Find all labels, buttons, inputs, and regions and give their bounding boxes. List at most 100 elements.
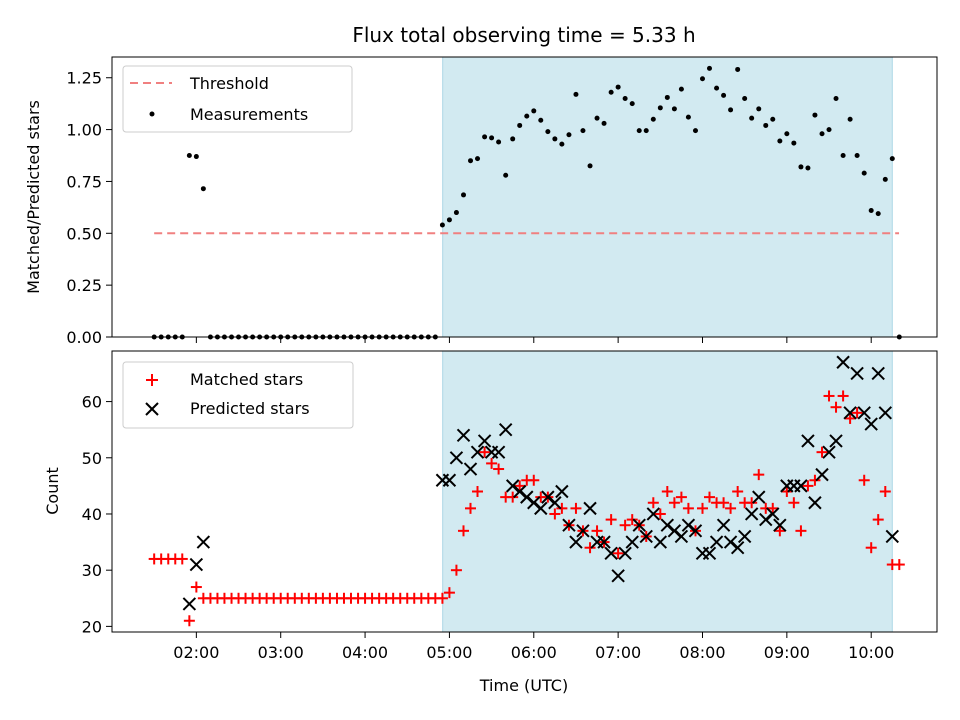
matched-legend-swatch — [146, 374, 158, 386]
measurement-point — [622, 95, 628, 101]
measurement-point — [538, 117, 544, 123]
matched-star-point — [809, 474, 821, 486]
predicted-star-point — [512, 484, 527, 499]
measurement-point — [496, 139, 502, 145]
matched-star-point — [556, 502, 568, 514]
matched-star-point — [528, 474, 540, 486]
measurement-point — [510, 136, 516, 142]
predicted-star-point — [449, 451, 464, 465]
predicted-legend-label: Predicted stars — [190, 399, 310, 418]
predicted-star-point — [709, 535, 724, 549]
predicted-star-point — [730, 540, 745, 555]
xtick-label: 08:00 — [679, 643, 725, 662]
measurement-point — [756, 106, 762, 112]
xtick-label: 10:00 — [848, 643, 894, 662]
predicted-star-point — [850, 366, 864, 381]
matched-star-point — [183, 615, 195, 627]
predicted-star-point — [653, 535, 668, 549]
matched-star-point — [816, 446, 828, 458]
matched-star-point — [725, 502, 737, 514]
predicted-star-point — [576, 524, 590, 538]
measurement-point — [545, 129, 551, 135]
flux-ratio-panel: 0.00 0.25 0.50 0.75 1.00 1.25 Matched/Predict… — [24, 56, 938, 347]
bottom-ytick-label: 40 — [82, 505, 102, 524]
x-axis-label: Time (UTC) — [479, 676, 568, 695]
predicted-star-point — [569, 535, 583, 549]
measurement-point — [566, 132, 572, 138]
measurement-point — [608, 89, 614, 95]
measurement-point — [742, 95, 748, 101]
measurement-point — [819, 131, 825, 137]
predicted-star-point — [498, 422, 513, 437]
measurement-point — [650, 116, 656, 122]
measurement-point — [882, 176, 888, 182]
predicted-legend-swatch — [145, 402, 159, 416]
matched-star-point — [865, 542, 877, 554]
predicted-star-point — [794, 479, 808, 493]
measurement-point — [840, 153, 846, 159]
predicted-star-point — [463, 462, 478, 476]
measurement-point — [854, 153, 860, 159]
measurement-point — [453, 210, 459, 216]
measurement-point — [714, 85, 720, 91]
predicted-star-point — [632, 518, 646, 532]
matched-star-point — [837, 390, 849, 402]
predicted-star-point — [773, 518, 787, 532]
predicted-star-point — [857, 406, 871, 420]
predicted-star-point — [716, 518, 731, 532]
top-legend: Threshold Measurements — [122, 65, 353, 133]
top-legend-box — [122, 65, 353, 133]
matched-star-point — [851, 407, 863, 419]
predicted-star-point — [456, 428, 471, 443]
matched-star-point — [872, 514, 884, 526]
measurement-point — [699, 76, 705, 82]
measurement-point — [580, 128, 586, 134]
matched-star-point — [788, 497, 800, 509]
measurement-point — [587, 163, 593, 169]
top-ytick-label: 0.50 — [66, 224, 102, 243]
measurement-point — [805, 165, 811, 171]
matched-star-point — [479, 446, 491, 458]
top-y-axis-label: Matched/Predicted stars — [24, 100, 43, 294]
measurement-point — [777, 138, 783, 144]
predicted-star-point — [843, 406, 857, 420]
predicted-star-point — [737, 529, 752, 544]
matched-star-point — [443, 587, 455, 599]
predicted-star-point — [885, 529, 899, 544]
predicted-star-point — [836, 355, 850, 369]
matched-star-point — [605, 514, 617, 526]
bottom-plot-frame — [111, 350, 938, 633]
predicted-star-point — [660, 518, 675, 532]
predicted-star-point — [752, 490, 766, 504]
matched-star-point — [682, 502, 694, 514]
measurement-point — [552, 136, 558, 142]
predicted-star-point — [878, 406, 892, 420]
measurement-point — [615, 84, 621, 90]
matched-star-point — [472, 486, 484, 497]
measurement-point — [861, 170, 867, 176]
matched-star-point — [654, 508, 666, 520]
measurement-point — [200, 186, 206, 192]
predicted-star-point — [618, 546, 632, 561]
measurement-point — [791, 140, 797, 146]
matched-star-point — [781, 486, 793, 497]
measurement-point — [475, 156, 481, 162]
xtick-label: 03:00 — [258, 643, 304, 662]
matched-legend-label: Matched stars — [190, 370, 303, 389]
bottom-y-axis-label: Count — [43, 467, 62, 515]
matched-star-point — [647, 497, 659, 509]
matched-star-point — [612, 547, 624, 559]
matched-star-point — [844, 412, 856, 424]
matched-star-point — [549, 508, 561, 520]
star-count-panel: 20 30 40 50 60 02:00 03:00 04:00 05:00 06:00 07:0… — [43, 350, 938, 695]
measurement-point — [671, 106, 677, 112]
matched-star-point — [830, 401, 842, 413]
matched-star-point — [718, 497, 730, 509]
matched-star-point — [190, 581, 202, 593]
predicted-star-point — [815, 467, 829, 482]
matched-star-point — [661, 486, 673, 497]
predicted-star-point — [681, 518, 696, 532]
measurement-point — [629, 101, 635, 107]
predicted-star-point — [688, 524, 703, 538]
predicted-star-point — [702, 546, 717, 561]
